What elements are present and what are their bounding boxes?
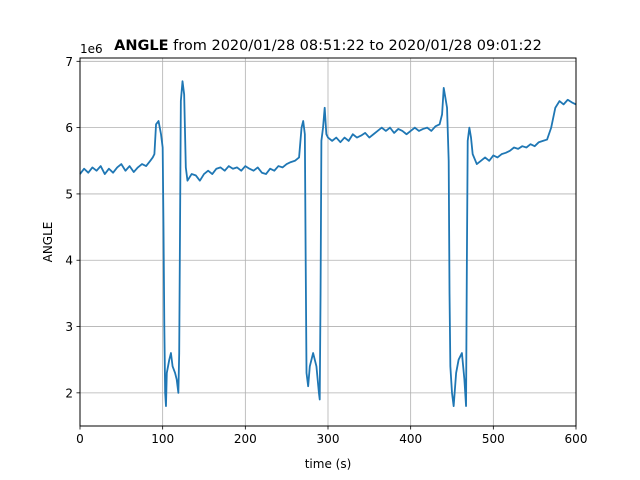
x-tick-label: 0 — [76, 432, 84, 446]
y-tick-label: 6 — [65, 121, 73, 135]
x-tick-label: 200 — [234, 432, 257, 446]
chart-title-bold: ANGLE — [114, 38, 168, 54]
y-tick-label: 5 — [65, 187, 73, 201]
series-line — [79, 80, 577, 408]
x-tick-label: 300 — [317, 432, 340, 446]
y-tick-label: 2 — [65, 386, 73, 400]
x-tick-label: 600 — [565, 432, 588, 446]
chart-title: ANGLE from 2020/01/28 08:51:22 to 2020/0… — [114, 38, 542, 54]
plot-area — [79, 80, 577, 408]
x-tick-label: 400 — [399, 432, 422, 446]
y-offset-label: 1e6 — [80, 42, 103, 56]
y-tick-label: 7 — [65, 55, 73, 69]
grid — [79, 58, 577, 426]
ticks: 0 100 200 300 400 500 600 2 3 4 5 6 7 — [65, 55, 587, 446]
x-tick-label: 500 — [482, 432, 505, 446]
x-tick-label: 100 — [151, 432, 174, 446]
y-axis-label: ANGLE — [41, 222, 55, 263]
y-tick-label: 3 — [65, 320, 73, 334]
y-tick-label: 4 — [65, 254, 73, 268]
x-axis-label: time (s) — [305, 457, 352, 471]
chart-title-rest: from 2020/01/28 08:51:22 to 2020/01/28 0… — [169, 38, 542, 54]
